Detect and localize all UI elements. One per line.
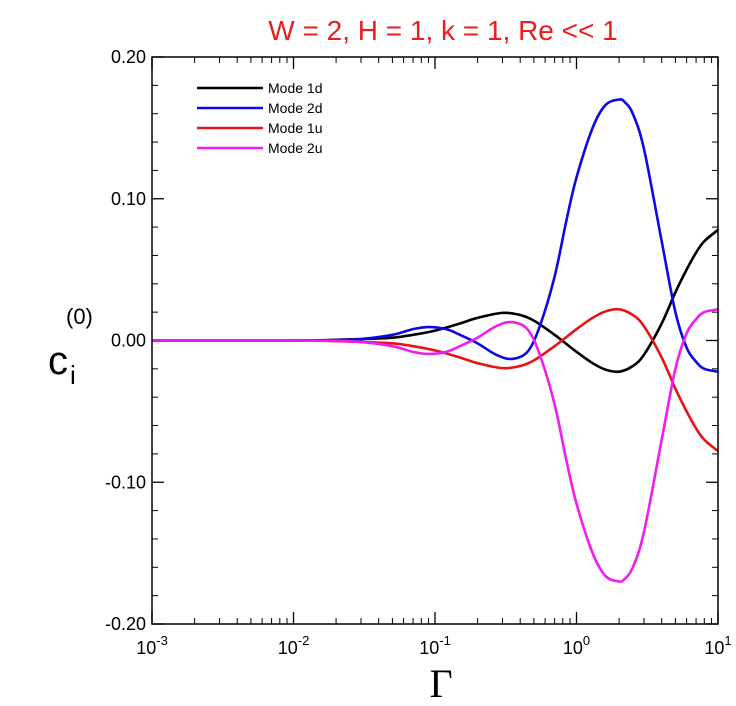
x-axis-label: Γ	[429, 661, 452, 706]
series-line-mode-2u	[151, 308, 719, 583]
plot-frame	[151, 56, 719, 625]
chart-title: W = 2, H = 1, k = 1, Re << 1	[268, 15, 617, 46]
y-tick-label: 0.20	[111, 47, 146, 67]
y-tick-label: -0.20	[105, 614, 146, 634]
legend-label: Mode 2u	[268, 140, 322, 156]
y-axis-label-main: c	[48, 339, 68, 383]
series-line-mode-1d	[151, 228, 719, 374]
legend-label: Mode 1u	[268, 120, 322, 136]
legend: Mode 1d Mode 2d Mode 1u Mode 2u	[197, 80, 322, 156]
y-tick-label: 0.00	[111, 331, 146, 351]
series-lines	[151, 98, 719, 583]
y-axis-label: c i (0)	[48, 304, 93, 390]
x-tick-label: 100	[563, 633, 590, 658]
y-tick-label: -0.10	[105, 472, 146, 492]
y-axis-label-superscript: (0)	[66, 304, 93, 329]
axis-ticks: 10-3 10-2 10-1 100 101 -0.20 -0.10 0.00 0.10 0.20	[105, 47, 732, 658]
x-tick-label: 101	[704, 633, 731, 658]
series-line-mode-1u	[151, 307, 719, 453]
x-tick-label: 10-1	[419, 633, 451, 658]
y-tick-label: 0.10	[111, 189, 146, 209]
legend-label: Mode 1d	[268, 80, 322, 96]
series-line-mode-2d	[151, 98, 719, 373]
x-tick-label: 10-3	[136, 633, 168, 658]
legend-label: Mode 2d	[268, 100, 322, 116]
x-tick-label: 10-2	[278, 633, 310, 658]
y-axis-label-subscript: i	[70, 360, 76, 390]
